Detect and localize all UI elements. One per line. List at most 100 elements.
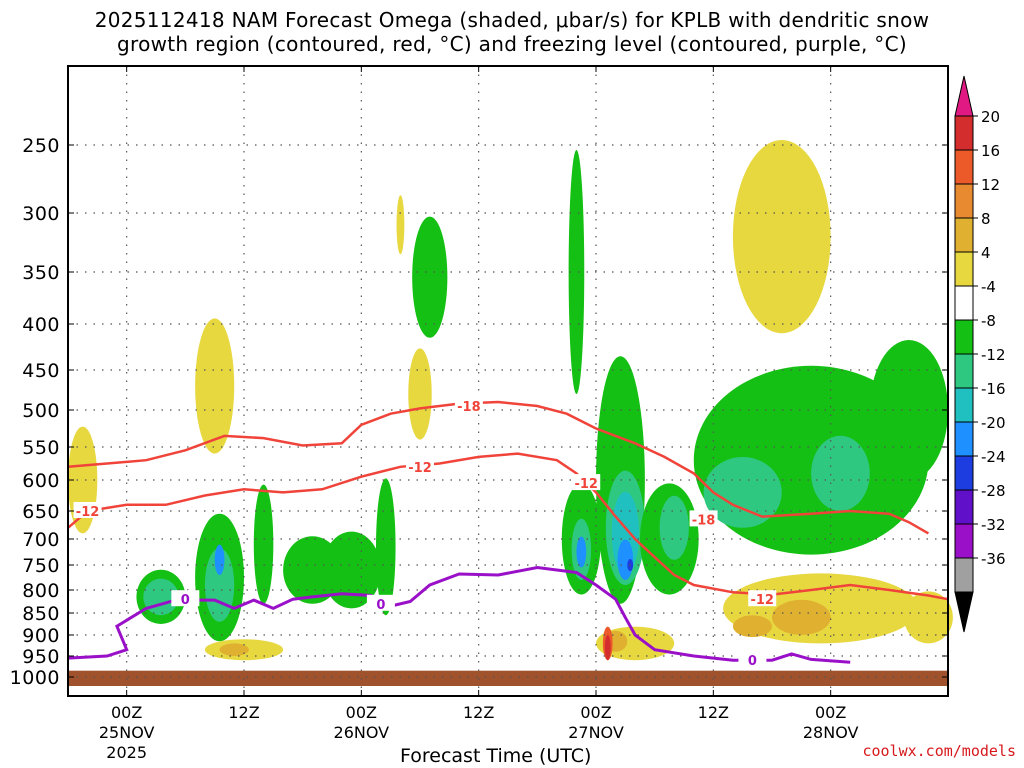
contour-label-4: -18	[692, 513, 716, 528]
colorbar: 20 16 12 8 4 -4 -8 -12 -16 -20 -24 -28 -32 -36	[954, 75, 1006, 633]
ytick-label-700: 700	[22, 529, 60, 551]
ytick-label-400: 400	[22, 314, 60, 336]
colorbar-label-1: 16	[981, 142, 1000, 160]
xtick-label-60-0: 12Z	[698, 703, 729, 722]
colorbar-segment-6	[954, 319, 974, 355]
ytick-label-600: 600	[22, 470, 60, 492]
colorbar-label-12: -32	[981, 516, 1006, 534]
colorbar-segment-3	[954, 217, 974, 253]
omega-region-4	[214, 544, 225, 575]
chart-title-line2: growth region (contoured, red, °C) and f…	[117, 32, 907, 56]
colorbar-segment-5	[954, 285, 974, 321]
contour-label-bg-6	[171, 590, 200, 607]
colorbar-segment-2	[954, 183, 974, 219]
contour-label-bg-8	[738, 651, 767, 668]
omega-region-30	[811, 435, 870, 511]
chart-title-line1: 2025112418 NAM Forecast Omega (shaded, μ…	[94, 8, 930, 32]
ytick-label-650: 650	[22, 501, 60, 523]
x-axis-label: Forecast Time (UTC)	[400, 745, 592, 767]
omega-region-3	[204, 548, 235, 622]
omega-region-13	[408, 348, 432, 440]
colorbar-label-8: -16	[981, 380, 1006, 398]
contour-label-0: -18	[457, 400, 481, 415]
omega-region-29	[703, 457, 782, 528]
xtick-label-48-1: 27NOV	[568, 723, 624, 742]
omega-region-35	[904, 591, 953, 644]
colorbar-segment-9	[954, 421, 974, 457]
colorbar-label-0: 20	[981, 108, 1000, 126]
omega-region-39	[604, 635, 611, 661]
omega-region-7	[253, 484, 274, 604]
omega-region-19	[576, 536, 587, 568]
omega-region-15	[219, 643, 249, 656]
colorbar-segment-11	[954, 489, 974, 525]
colorbar-segment-1	[954, 149, 974, 185]
colorbar-label-6: -8	[981, 312, 996, 330]
contour-label-bg-2	[73, 502, 102, 518]
colorbar-top-arrow	[954, 75, 974, 117]
colorbar-segment-8	[954, 387, 974, 423]
colorbar-label-11: -28	[981, 482, 1006, 500]
xtick-label-0-1: 25NOV	[99, 723, 155, 742]
contour-temp-minus18	[67, 400, 930, 535]
ytick-label-450: 450	[22, 360, 60, 382]
colorbar-label-7: -12	[981, 346, 1006, 364]
contour-label-2: -12	[76, 505, 100, 520]
omega-region-12	[396, 195, 405, 255]
omega-region-33	[732, 615, 772, 638]
contour-label-3: -12	[574, 477, 598, 492]
contour-label-bg-5	[748, 590, 777, 607]
contour-temp-minus12	[67, 452, 949, 601]
colorbar-segment-13	[954, 557, 974, 593]
colorbar-label-5: -4	[981, 278, 996, 296]
omega-region-9	[376, 478, 396, 616]
axes-layer: 2503003504004505005506006507007508008509…	[10, 65, 949, 762]
ytick-label-950: 950	[22, 646, 60, 668]
grid-layer	[68, 66, 948, 696]
colorbar-segment-10	[954, 455, 974, 491]
colorbar-label-10: -24	[981, 448, 1006, 466]
ytick-label-350: 350	[22, 262, 60, 284]
xtick-label-72-0: 00Z	[815, 703, 846, 722]
ytick-label-750: 750	[22, 555, 60, 577]
colorbar-bottom-arrow	[954, 591, 974, 633]
plot-frame	[67, 65, 949, 697]
xtick-label-48-0: 00Z	[580, 703, 611, 722]
omega-shading-layer	[68, 140, 953, 686]
colorbar-segment-4	[954, 251, 974, 287]
contour-label-bg-0	[454, 397, 483, 413]
omega-region-16	[568, 150, 585, 394]
omega-region-34	[772, 599, 831, 636]
colorbar-segment-12	[954, 523, 974, 559]
ytick-label-800: 800	[22, 580, 60, 602]
contour-label-bg-1	[406, 457, 434, 474]
xtick-label-36-0: 12Z	[463, 703, 494, 722]
xtick-label-24-0: 00Z	[346, 703, 377, 722]
colorbar-segment-0	[954, 115, 974, 151]
contour-label-1: -12	[408, 461, 432, 476]
omega-region-31	[732, 140, 831, 334]
xtick-label-24-1: 26NOV	[334, 723, 390, 742]
ytick-label-500: 500	[22, 400, 60, 422]
colorbar-label-3: 8	[981, 210, 991, 228]
ytick-label-850: 850	[22, 603, 60, 625]
xtick-label-0-2: 2025	[106, 743, 147, 762]
xtick-label-0-0: 00Z	[111, 703, 142, 722]
omega-region-28	[869, 340, 949, 480]
xtick-label-12-0: 12Z	[228, 703, 259, 722]
ytick-label-1000: 1000	[10, 667, 60, 689]
contour-layer: -18 -12 -12 -12 -18 -12 0 0 0	[67, 397, 949, 669]
omega-region-11	[412, 216, 448, 338]
xtick-label-72-1: 28NOV	[803, 723, 859, 742]
ground-band	[68, 670, 948, 686]
colorbar-label-13: -36	[981, 550, 1006, 568]
contour-label-bg-3	[572, 474, 601, 491]
ytick-label-550: 550	[22, 437, 60, 459]
site-credit: coolwx.com/models	[862, 742, 1016, 760]
ytick-label-900: 900	[22, 625, 60, 647]
contour-label-6: 0	[181, 593, 190, 608]
contour-label-7: 0	[376, 598, 385, 613]
contour-label-8: 0	[748, 654, 757, 669]
colorbar-label-4: 4	[981, 244, 991, 262]
